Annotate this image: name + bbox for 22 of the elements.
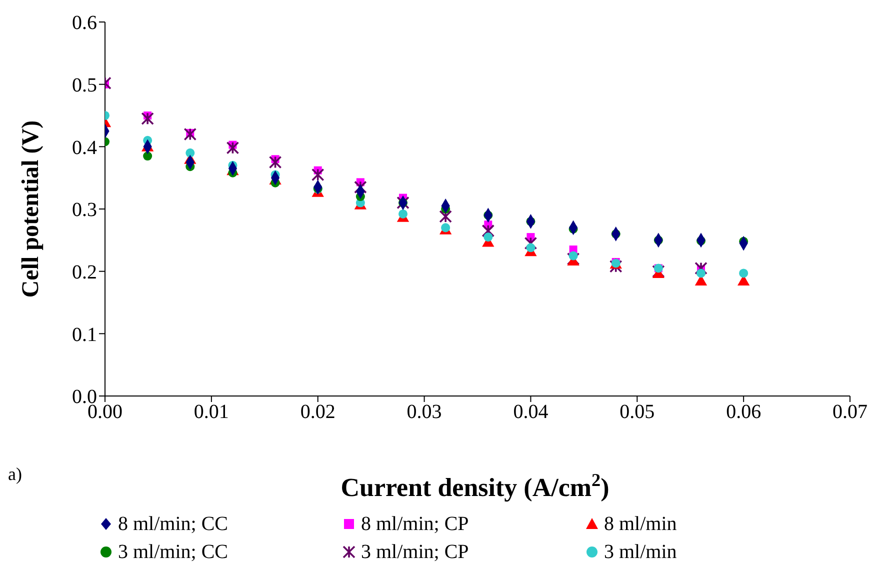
x-tick-label: 0.01: [194, 401, 229, 424]
y-tick-label: 0.3: [72, 199, 97, 222]
y-axis-title: Cell potential (V): [18, 120, 44, 298]
y-tick-label: 0.4: [72, 136, 97, 159]
x-axis-title: Current density (A/cm$^{2}$): [340, 470, 610, 502]
x-tick-label: 0.06: [726, 401, 762, 424]
x-tick-label: 0.07: [832, 401, 868, 424]
legend-label: 8 ml/min; CP: [361, 513, 469, 535]
x-tick-label: 0.04: [513, 401, 548, 424]
legend-label: 3 ml/min; CC: [118, 541, 228, 563]
x-tick-label: 0.05: [620, 401, 655, 424]
x-tick-label: 0.02: [300, 401, 336, 424]
y-tick-label: 0.2: [72, 261, 97, 284]
x-tick-label: 0.03: [406, 401, 442, 424]
y-tick-label: 0.6: [72, 12, 97, 34]
legend-label: 3 ml/min: [604, 541, 677, 563]
legend-label: 8 ml/min; CC: [118, 513, 228, 535]
y-tick-label: 0.5: [72, 74, 97, 96]
legend-label: 3 ml/min; CP: [361, 541, 469, 563]
text: a): [8, 464, 22, 484]
y-tick-label: 0.1: [72, 324, 97, 346]
legend-label: 8 ml/min: [604, 513, 677, 535]
